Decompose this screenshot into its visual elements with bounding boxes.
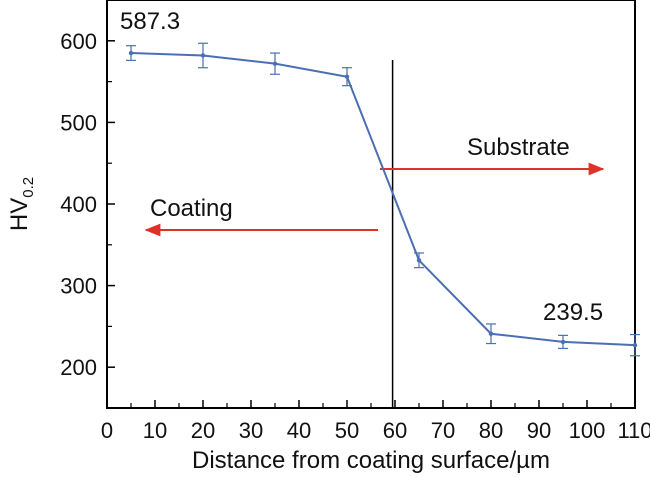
x-tick-label: 50 — [335, 418, 359, 443]
y-tick-label: 600 — [60, 29, 97, 54]
data-point — [488, 331, 494, 336]
x-tick-label: 0 — [101, 418, 113, 443]
y-axis-title-main: HV — [6, 198, 33, 231]
y-tick-label: 500 — [60, 110, 97, 135]
data-point — [344, 74, 350, 79]
min-value-label: 239.5 — [543, 299, 603, 326]
x-tick-label: 40 — [287, 418, 311, 443]
x-tick-label: 20 — [191, 418, 215, 443]
y-axis: 200 300 400 500 600 — [60, 29, 115, 380]
y-axis-title-sub: 0.2 — [20, 177, 37, 198]
data-point — [200, 53, 206, 58]
y-axis-title-group: HV0.2 — [6, 177, 37, 231]
x-tick-label: 110 — [617, 418, 650, 443]
y-axis-title: HV0.2 — [6, 177, 37, 231]
y-tick-label: 200 — [60, 355, 97, 380]
max-value-label: 587.3 — [120, 8, 180, 35]
hardness-series — [126, 42, 640, 357]
data-point — [560, 339, 566, 345]
y-tick-label: 300 — [60, 274, 97, 299]
x-tick-label: 10 — [143, 418, 167, 443]
x-tick-label: 30 — [239, 418, 263, 443]
x-axis: 0 10 20 30 40 50 60 70 80 90 100 110 — [101, 400, 650, 443]
x-tick-label: 70 — [431, 418, 455, 443]
x-tick-label: 60 — [383, 418, 407, 443]
x-tick-label: 80 — [479, 418, 503, 443]
data-point — [272, 61, 278, 66]
coating-label: Coating — [150, 195, 233, 222]
data-point — [128, 50, 134, 56]
x-axis-title: Distance from coating surface/µm — [192, 447, 550, 474]
data-point — [416, 258, 422, 263]
y-tick-label: 400 — [60, 192, 97, 217]
x-tick-label: 90 — [527, 418, 551, 443]
data-point — [632, 342, 638, 348]
x-tick-label: 100 — [569, 418, 606, 443]
substrate-label: Substrate — [467, 134, 570, 161]
series-line — [130, 52, 636, 347]
